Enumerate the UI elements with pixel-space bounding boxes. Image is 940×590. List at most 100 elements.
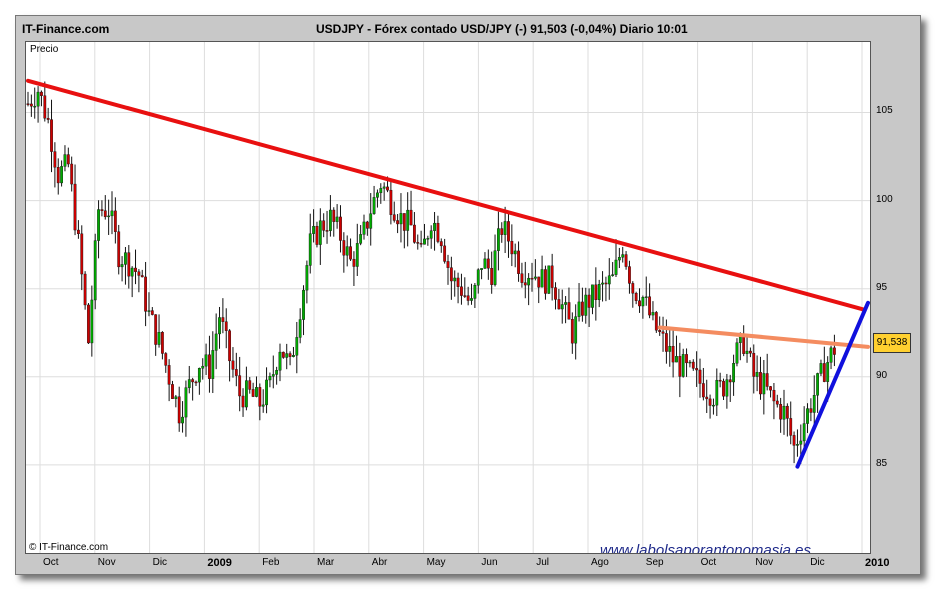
candle-body: [782, 405, 786, 420]
candle-body: [134, 267, 137, 272]
candle-body: [631, 283, 635, 294]
candle-body: [137, 271, 141, 276]
candle-body: [567, 302, 571, 320]
candle-body: [103, 210, 107, 218]
candle-body: [557, 299, 561, 310]
candle-body: [228, 330, 231, 362]
candle-body: [160, 332, 164, 354]
candle-body: [443, 245, 447, 262]
candle-body: [628, 266, 631, 284]
candle-body: [449, 267, 453, 282]
candle-body: [533, 276, 537, 279]
candle-body: [369, 213, 373, 229]
candle-body: [500, 228, 504, 235]
candle-body: [107, 215, 111, 218]
candle-body: [725, 379, 729, 397]
candle-body: [386, 186, 389, 191]
candle-body: [187, 379, 191, 388]
candle-body: [53, 151, 57, 168]
candle-body: [809, 408, 813, 413]
candle-body: [302, 289, 305, 320]
candle-body: [312, 225, 315, 234]
candle-body: [785, 405, 789, 419]
candle-body: [550, 265, 554, 288]
candle-body: [214, 333, 218, 351]
candle-body: [614, 259, 618, 275]
candle-body: [715, 379, 719, 406]
candle-body: [157, 332, 161, 345]
candle-body: [73, 183, 77, 231]
candle-body: [150, 310, 154, 315]
candle-body: [665, 333, 668, 352]
candle-body: [473, 284, 477, 299]
candle-body: [325, 230, 329, 232]
candle-body: [728, 379, 732, 383]
candle-body: [641, 297, 645, 307]
candle-body: [668, 345, 672, 352]
candle-body: [436, 222, 440, 242]
watermark-link[interactable]: www.labolsaporantonomasia.es: [600, 542, 811, 554]
y-tick-label: 90: [876, 369, 888, 381]
candle-body: [50, 119, 53, 152]
candle-body: [376, 192, 379, 198]
candle-body: [685, 354, 688, 364]
candle-body: [93, 240, 97, 301]
candle-body: [184, 387, 188, 418]
candle-body: [581, 301, 584, 316]
y-tick-label: 85: [876, 457, 888, 469]
candle-body: [537, 276, 541, 288]
candle-body: [701, 383, 705, 398]
candle-body: [322, 220, 326, 231]
candle-body: [691, 361, 695, 369]
candle-body: [80, 233, 84, 275]
candle-body: [36, 91, 40, 107]
x-tick-label: 2009: [207, 557, 232, 569]
candle-body: [591, 284, 594, 308]
candle-body: [765, 373, 769, 387]
chart-header: IT-Finance.com USDJPY - Fórex contado US…: [16, 16, 920, 40]
x-tick-label: Ago: [591, 557, 609, 568]
candle-body: [708, 398, 712, 406]
candle-body: [806, 408, 809, 424]
candle-body: [560, 304, 564, 310]
candle-body: [523, 282, 527, 286]
candle-body: [379, 188, 383, 194]
candle-body: [372, 197, 376, 214]
candle-body: [712, 404, 715, 407]
candle-body: [402, 213, 406, 231]
x-tick-label: Abr: [371, 557, 388, 568]
candle-body: [238, 375, 242, 397]
candle-body: [285, 353, 289, 358]
candle-body: [426, 238, 430, 240]
candle-body: [779, 404, 783, 420]
candle-body: [520, 273, 524, 283]
plot-area: Precio © IT-Finance.com www.labolsaporan…: [25, 41, 871, 554]
candle-body: [295, 337, 299, 356]
candle-body: [113, 210, 117, 232]
candle-body: [389, 189, 393, 215]
candle-body: [530, 277, 534, 280]
x-tick-label: Oct: [700, 557, 717, 568]
candle-body: [349, 246, 352, 260]
candle-body: [681, 354, 685, 377]
candle-body: [688, 361, 692, 364]
x-tick-label: Sep: [645, 557, 664, 568]
candle-body: [117, 231, 121, 268]
candle-body: [33, 105, 37, 108]
chart-title: USDJPY - Fórex contado USD/JPY (-) 91,50…: [316, 22, 688, 36]
candle-body: [144, 276, 148, 312]
candle-body: [318, 220, 322, 245]
candle-body: [480, 268, 483, 270]
candle-body: [604, 282, 608, 285]
candle-body: [678, 356, 682, 377]
candle-body: [382, 186, 386, 189]
candle-body: [392, 214, 396, 221]
candle-body: [244, 380, 248, 408]
candle-body: [769, 386, 772, 391]
candle-body: [288, 353, 292, 357]
candle-body: [281, 351, 285, 358]
candle-body: [130, 267, 134, 277]
x-tick-label: Jun: [481, 557, 498, 568]
candle-body: [429, 230, 433, 239]
candle-body: [762, 373, 766, 395]
